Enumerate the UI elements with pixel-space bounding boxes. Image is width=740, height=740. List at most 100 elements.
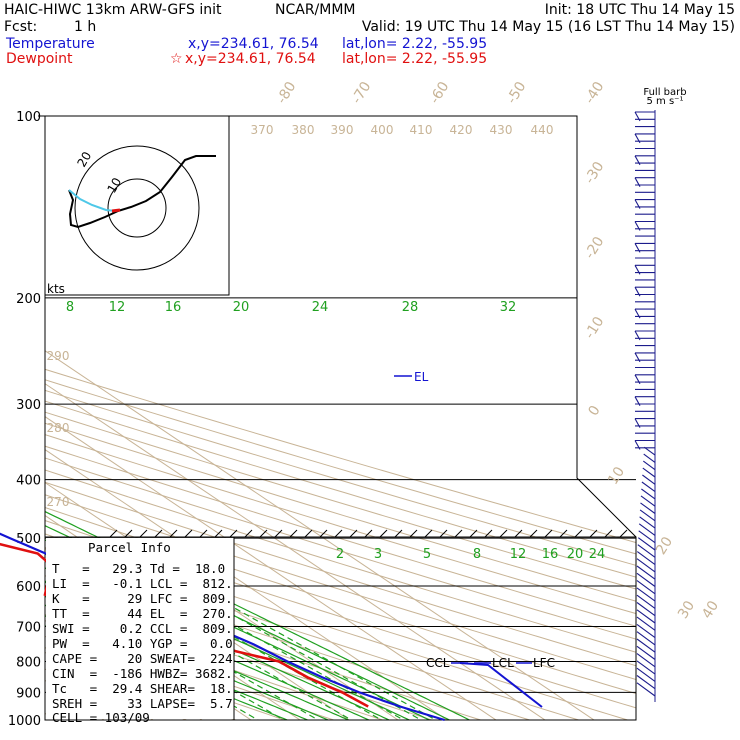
wind-barb [637,537,656,551]
isotherm-label: -20 [582,234,608,262]
wind-barb [636,572,656,587]
pressure-tick-label: 900 [16,686,41,701]
isotherm-label: 40 [699,598,722,622]
fcst-value: 1 h [74,19,96,35]
wind-barb [636,653,656,668]
parcel-info-panel: Parcel Info T = 29.3 Td = 18.0 LI = -0.1… [46,537,235,725]
mixing-ratio-label: 3 [374,547,382,562]
hodograph-surface-mark [111,208,121,213]
wind-barb [641,488,656,500]
hatch-mark [139,529,148,538]
mixing-ratio-label: 2 [336,547,344,562]
hodograph-upper-trace [117,155,216,212]
hodograph-low-trace [68,189,117,212]
moist-adiabat-label: 32 [500,300,517,315]
wind-barb [636,682,656,697]
pressure-tick-label: 600 [16,580,41,595]
hodograph-ring-label-10: 10 [104,175,124,195]
init-time: Init: 18 UTC Thu 14 May 15 [545,2,735,18]
hodograph-units-label: kts [47,282,65,296]
isotherm-label: -80 [274,79,300,107]
moist-adiabat-label: 8 [66,300,74,315]
hatch-mark [169,529,178,538]
parcel-info-row: K = 29 LFC = 809. [52,591,233,606]
valid-time: Valid: 19 UTC Thu 14 May 15 (16 LST Thu … [362,19,735,35]
dry-adiabat-line [45,116,636,720]
parcel-info-row: CELL = 103/09 [52,710,150,725]
wind-barb [636,565,656,580]
wind-panel-title: Full barb [643,87,686,98]
moist-adiabat-label: 20 [233,300,250,315]
wind-barb [638,523,656,536]
wind-barb [636,616,656,631]
dry-adiabat-line [45,116,636,720]
hatch-mark [499,529,508,538]
dewpoint-location: x,y=234.61, 76.54 [185,51,316,67]
hatch-mark [394,529,403,538]
theta-label: 440 [531,123,554,137]
isotherm-label: 10 [605,464,628,488]
theta-label: 390 [331,123,354,137]
hatch-mark [424,529,433,538]
hatch-mark [349,529,358,538]
temperature-line [0,532,445,722]
hatch-mark [589,529,598,538]
parcel-info-row: TT = 44 EL = 270. [52,606,233,621]
moist-adiabat-line [45,290,359,720]
hatch-mark [229,529,238,538]
temperature-location: x,y=234.61, 76.54 [188,36,319,52]
temperature-legend: Temperature [5,36,95,52]
wind-barb [636,594,656,609]
wind-barb [639,516,656,529]
wind-barb [642,467,656,478]
parcel-info-row: LI = -0.1 LCL = 812. [52,576,233,591]
isotherm-label: 0 [585,403,603,419]
moist-adiabat-label: 28 [402,300,419,315]
moist-adiabat-line [45,290,339,720]
org-label: NCAR/MMM [275,2,356,18]
moist-adiabat-label: 24 [312,300,329,315]
hatch-mark [529,529,538,538]
wind-panel-units: 5 m s⁻¹ [647,96,684,107]
dry-adiabat-line [45,116,636,720]
hatch-mark [259,529,268,538]
theta-label: 430 [490,123,513,137]
hatch-mark [289,529,298,538]
hatch-mark [439,529,448,538]
hatch-mark [574,529,583,538]
isotherm-label: 30 [675,598,698,622]
dry-adiabat-line [45,116,636,720]
wind-barb [640,502,656,514]
moist-adiabat-label: 12 [109,300,126,315]
theta-label: 280 [47,421,70,435]
isotherm-line [0,103,25,733]
dewpoint-latlon: lat,lon= 2.22, -55.95 [342,51,487,67]
wind-barb [643,446,656,456]
hatch-mark [109,529,118,538]
isotherm-line [45,116,565,720]
dry-adiabat-line [45,116,636,720]
hodograph-mid-trace [68,189,119,229]
parcel-info-title: Parcel Info [88,540,171,555]
isotherm-label: -40 [582,79,608,107]
hatch-mark [199,529,208,538]
wind-barb [642,460,656,471]
isotherm-label: 20 [653,534,676,558]
hatch-mark [334,529,343,538]
ccl-label: CCL [426,656,450,670]
lfc-label: LFC [533,656,555,670]
wind-barb [636,667,656,682]
dry-adiabat-line [45,116,636,720]
mixing-ratio-label: 16 [542,547,559,562]
dewpoint-legend: Dewpoint [6,51,73,67]
pressure-tick-label: 200 [16,292,41,307]
hatch-mark [514,529,523,538]
grid-labels: -80 -70 -60 -50 -40 -30 -20 -10 0 10 20 30 40 370 380 3… [47,79,723,622]
wind-barb [641,481,656,493]
hatch-mark [184,529,193,538]
hatch-mark [244,529,253,538]
isotherm-line [45,116,467,720]
wind-barb [636,631,656,646]
isotherm-label: -50 [504,79,530,107]
parcel-info-row: PW = 4.10 YGP = 0.0 [52,636,233,651]
